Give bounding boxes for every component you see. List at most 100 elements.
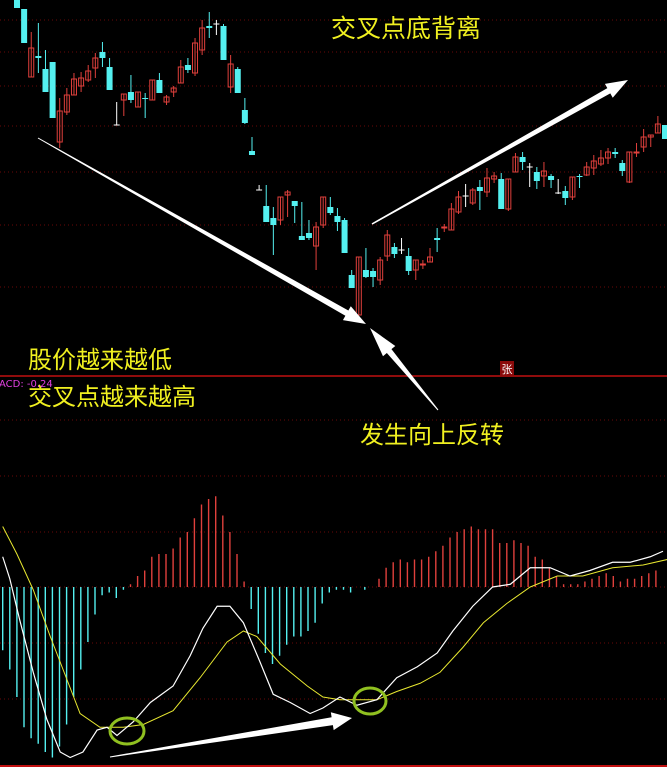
candle bbox=[391, 243, 398, 258]
candle bbox=[92, 53, 99, 78]
candle-body bbox=[170, 87, 177, 93]
candle bbox=[220, 24, 227, 60]
candle bbox=[419, 260, 426, 269]
candle bbox=[540, 162, 547, 187]
candle-body bbox=[640, 136, 647, 148]
candle bbox=[662, 125, 667, 139]
candle-body bbox=[85, 70, 92, 81]
candle-body bbox=[127, 92, 134, 100]
candle bbox=[576, 174, 583, 188]
candle bbox=[512, 153, 519, 173]
candle-body bbox=[192, 42, 199, 74]
candle-body bbox=[576, 176, 583, 177]
candle-body bbox=[313, 226, 320, 247]
candle-body bbox=[583, 166, 590, 176]
candle-body bbox=[199, 27, 206, 51]
candle bbox=[248, 137, 255, 155]
candle bbox=[14, 0, 20, 8]
dea-line bbox=[2, 526, 667, 728]
candle-body bbox=[70, 78, 77, 96]
candle bbox=[597, 150, 604, 166]
candle-body bbox=[419, 263, 426, 266]
candle-body bbox=[605, 151, 612, 159]
candle bbox=[156, 73, 163, 93]
candle bbox=[569, 176, 576, 200]
annotation-title: 交叉点底背离 bbox=[331, 14, 481, 43]
candle bbox=[78, 72, 85, 92]
candle bbox=[476, 180, 483, 210]
candle bbox=[206, 12, 213, 38]
candle bbox=[184, 58, 191, 73]
candle bbox=[441, 224, 448, 232]
candle-body bbox=[662, 125, 667, 139]
candle bbox=[412, 259, 419, 280]
crossover-highlight-circle bbox=[352, 686, 388, 716]
candle-body bbox=[234, 69, 241, 93]
candle bbox=[583, 162, 590, 176]
rise-badge-label: 张 bbox=[502, 363, 513, 376]
candle-body bbox=[384, 234, 391, 257]
arrow-icon bbox=[37, 137, 367, 324]
candle-body bbox=[92, 57, 99, 69]
candle bbox=[199, 20, 206, 55]
candle bbox=[526, 163, 533, 187]
candle-body bbox=[348, 275, 355, 288]
candle bbox=[213, 20, 220, 35]
candle-body bbox=[619, 163, 626, 171]
candle-body bbox=[248, 151, 255, 155]
candle bbox=[612, 148, 619, 158]
candle bbox=[142, 93, 149, 118]
candle-body bbox=[35, 56, 42, 58]
annotation-reversal: 发生向上反转 bbox=[360, 421, 504, 449]
candle bbox=[35, 23, 42, 73]
candle bbox=[640, 129, 647, 152]
candle bbox=[149, 79, 156, 101]
candle-body bbox=[220, 26, 227, 60]
candle bbox=[163, 95, 170, 105]
candle bbox=[313, 222, 320, 270]
candle bbox=[99, 42, 106, 67]
candle-body bbox=[334, 216, 341, 222]
candle bbox=[370, 268, 377, 287]
candle-body bbox=[455, 196, 462, 213]
candle-body bbox=[377, 259, 384, 281]
candle bbox=[341, 218, 348, 253]
candle-body bbox=[277, 196, 284, 221]
candle bbox=[355, 256, 362, 316]
candle bbox=[498, 173, 505, 209]
candle-body bbox=[476, 187, 483, 191]
candle-body bbox=[28, 47, 35, 78]
candle bbox=[562, 186, 569, 205]
candle-body bbox=[163, 96, 170, 103]
candle bbox=[533, 167, 540, 189]
candle bbox=[605, 148, 612, 164]
candle bbox=[277, 196, 284, 225]
candle bbox=[270, 207, 277, 255]
candle bbox=[234, 67, 241, 93]
candle-body bbox=[227, 63, 234, 88]
candle bbox=[619, 160, 626, 176]
candle bbox=[377, 257, 384, 285]
candle-body bbox=[590, 160, 597, 169]
candle bbox=[320, 196, 327, 228]
candle-body bbox=[305, 233, 312, 238]
candle-body bbox=[519, 157, 526, 162]
candle-body bbox=[184, 65, 191, 70]
candle-body bbox=[120, 93, 127, 101]
candle bbox=[448, 203, 455, 231]
candle bbox=[590, 155, 597, 175]
candle bbox=[555, 179, 562, 194]
candle-body bbox=[548, 176, 555, 180]
candle bbox=[284, 190, 291, 217]
candle-body bbox=[284, 191, 291, 196]
candle-body bbox=[291, 201, 298, 206]
candle-body bbox=[533, 172, 540, 181]
candle-body bbox=[626, 151, 633, 183]
candlestick-series bbox=[14, 0, 667, 316]
candle-body bbox=[156, 80, 163, 93]
candle-body bbox=[498, 179, 505, 209]
candle bbox=[21, 9, 28, 43]
candle bbox=[469, 188, 476, 205]
candle bbox=[170, 86, 177, 97]
